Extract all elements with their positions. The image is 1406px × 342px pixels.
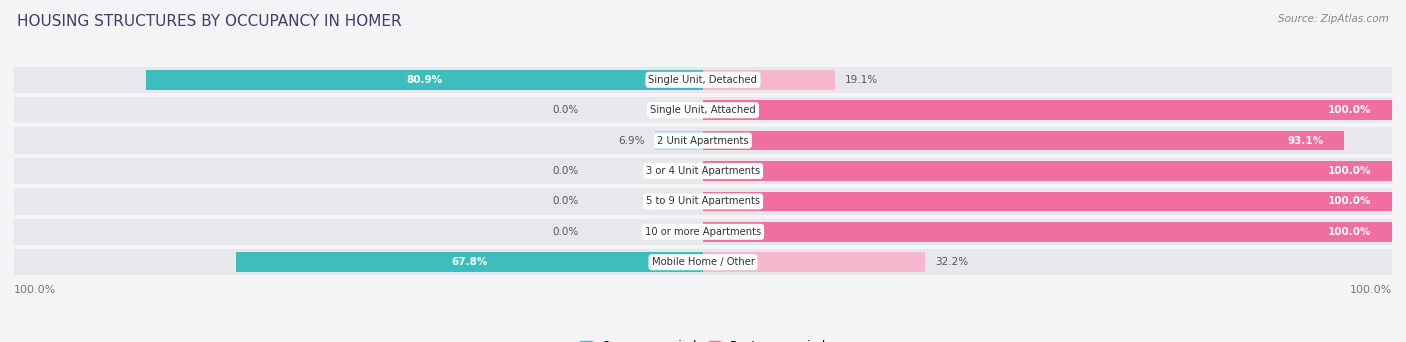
Bar — [703, 252, 925, 272]
Text: 0.0%: 0.0% — [553, 227, 579, 237]
Text: HOUSING STRUCTURES BY OCCUPANCY IN HOMER: HOUSING STRUCTURES BY OCCUPANCY IN HOMER — [17, 14, 402, 29]
Text: 100.0%: 100.0% — [1350, 285, 1392, 295]
Bar — [703, 70, 835, 90]
Bar — [655, 131, 703, 150]
Text: 19.1%: 19.1% — [845, 75, 877, 85]
Text: 100.0%: 100.0% — [1327, 196, 1371, 207]
Text: 3 or 4 Unit Apartments: 3 or 4 Unit Apartments — [645, 166, 761, 176]
Text: 0.0%: 0.0% — [553, 196, 579, 207]
Bar — [14, 219, 1392, 245]
Bar — [703, 100, 1392, 120]
Text: Mobile Home / Other: Mobile Home / Other — [651, 257, 755, 267]
Text: 6.9%: 6.9% — [619, 135, 645, 146]
Text: 100.0%: 100.0% — [1327, 105, 1371, 115]
Text: 93.1%: 93.1% — [1288, 135, 1323, 146]
Bar — [703, 131, 1344, 150]
Legend: Owner-occupied, Renter-occupied: Owner-occupied, Renter-occupied — [575, 335, 831, 342]
Text: 67.8%: 67.8% — [451, 257, 488, 267]
Text: Single Unit, Attached: Single Unit, Attached — [650, 105, 756, 115]
Text: 100.0%: 100.0% — [1327, 166, 1371, 176]
Bar — [14, 97, 1392, 123]
Bar — [703, 192, 1392, 211]
Bar — [703, 161, 1392, 181]
Text: 0.0%: 0.0% — [553, 105, 579, 115]
Text: 100.0%: 100.0% — [14, 285, 56, 295]
Bar — [14, 249, 1392, 275]
Text: 100.0%: 100.0% — [1327, 227, 1371, 237]
Text: 80.9%: 80.9% — [406, 75, 443, 85]
Bar — [236, 252, 703, 272]
Text: 5 to 9 Unit Apartments: 5 to 9 Unit Apartments — [645, 196, 761, 207]
Text: 32.2%: 32.2% — [935, 257, 969, 267]
Text: Source: ZipAtlas.com: Source: ZipAtlas.com — [1278, 14, 1389, 24]
Bar — [14, 158, 1392, 184]
Text: 0.0%: 0.0% — [553, 166, 579, 176]
Bar — [14, 127, 1392, 154]
Bar — [703, 222, 1392, 242]
Bar — [146, 70, 703, 90]
Text: 2 Unit Apartments: 2 Unit Apartments — [657, 135, 749, 146]
Bar — [14, 188, 1392, 215]
Text: 10 or more Apartments: 10 or more Apartments — [645, 227, 761, 237]
Bar — [14, 67, 1392, 93]
Text: Single Unit, Detached: Single Unit, Detached — [648, 75, 758, 85]
